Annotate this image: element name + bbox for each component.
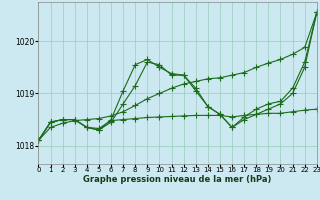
- X-axis label: Graphe pression niveau de la mer (hPa): Graphe pression niveau de la mer (hPa): [84, 175, 272, 184]
